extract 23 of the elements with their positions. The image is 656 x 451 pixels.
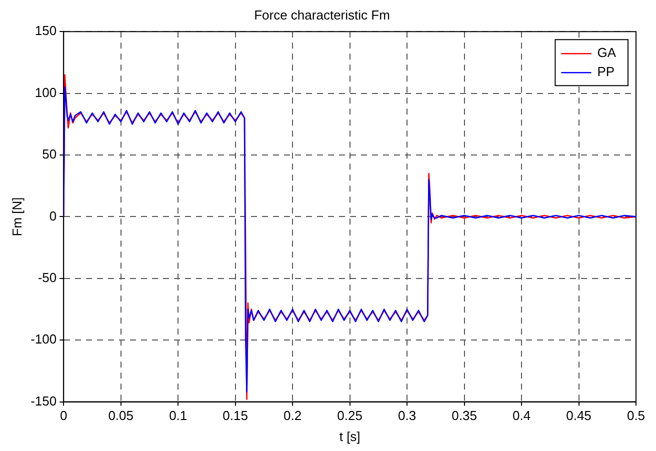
x-tick-label: 0.2 [284, 408, 302, 424]
y-tick-label: 50 [42, 146, 57, 162]
x-tick-label: 0.15 [222, 408, 248, 424]
x-tick-label: 0.3 [398, 408, 416, 424]
x-tick-label: 0 [60, 408, 68, 424]
x-tick-label: 0.1 [169, 408, 188, 424]
x-tick-label: 0.25 [337, 408, 362, 424]
y-tick-label: -50 [38, 270, 57, 285]
legend-label: PP [597, 64, 615, 80]
x-axis-title: t [s] [339, 428, 360, 444]
y-tick-label: -100 [30, 332, 57, 347]
x-tick-label: 0.4 [512, 408, 531, 424]
y-tick-label: 150 [34, 23, 57, 38]
y-axis-title: Fm [N] [9, 197, 24, 236]
chart-title: Force characteristic Fm [254, 7, 390, 22]
y-tick-label: -150 [30, 393, 57, 408]
x-tick-label: 0.45 [566, 408, 592, 424]
x-tick-label: 0.5 [626, 408, 646, 424]
x-tick-label: 0.05 [108, 408, 134, 424]
legend-label: GA [597, 45, 616, 60]
x-tick-label: 0.35 [452, 408, 477, 424]
y-tick-label: 0 [49, 208, 57, 224]
y-tick-label: 100 [34, 84, 57, 100]
